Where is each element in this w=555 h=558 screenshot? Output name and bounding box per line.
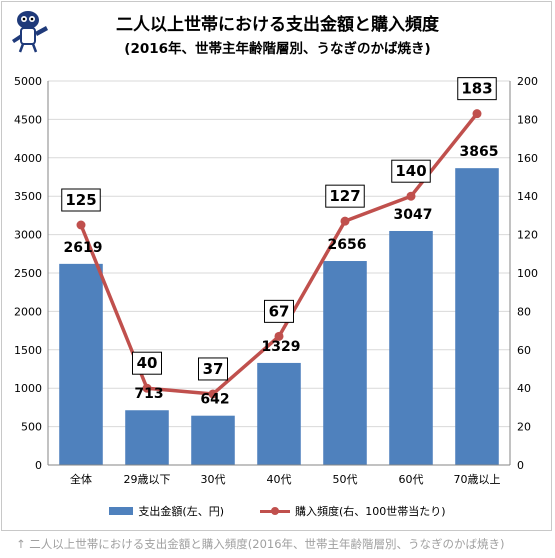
bar-value-label: 3047 bbox=[394, 207, 433, 223]
y-right-tick-label: 40 bbox=[517, 382, 531, 395]
line-value-label: 40 bbox=[137, 354, 158, 372]
y-left-tick-label: 3000 bbox=[14, 229, 42, 242]
y-left-tick-label: 500 bbox=[21, 421, 42, 434]
y-left-tick-label: 2000 bbox=[14, 305, 42, 318]
line-value-label-box bbox=[264, 299, 294, 323]
x-category-label: 30代 bbox=[201, 473, 226, 486]
line-value-label: 125 bbox=[65, 191, 96, 209]
line-value-label: 37 bbox=[203, 360, 224, 378]
line-value-label-box bbox=[61, 188, 101, 212]
mascot-character-icon bbox=[12, 11, 48, 53]
line-value-label: 67 bbox=[269, 302, 290, 320]
y-right-tick-label: 80 bbox=[517, 305, 531, 318]
y-left-tick-label: 4500 bbox=[14, 113, 42, 126]
y-right-tick-label: 0 bbox=[517, 459, 524, 472]
frequency-point bbox=[208, 389, 218, 399]
y-right-tick-label: 120 bbox=[517, 229, 538, 242]
legend-item-line: 購入頻度(右、100世帯当たり) bbox=[260, 503, 446, 519]
x-category-label: 50代 bbox=[333, 473, 358, 486]
y-right-tick-label: 100 bbox=[517, 267, 538, 280]
line-value-label: 183 bbox=[461, 80, 492, 98]
bar-value-label: 713 bbox=[134, 386, 163, 402]
bar-value-label: 642 bbox=[200, 392, 229, 408]
frequency-point bbox=[274, 331, 284, 341]
x-category-label: 40代 bbox=[267, 473, 292, 486]
line-value-label-box bbox=[457, 77, 497, 101]
bar-value-label: 2619 bbox=[64, 240, 103, 256]
x-category-label: 60代 bbox=[399, 473, 424, 486]
line-value-label-box bbox=[132, 351, 162, 375]
y-right-tick-label: 20 bbox=[517, 421, 531, 434]
y-right-tick-label: 180 bbox=[517, 113, 538, 126]
y-right-tick-label: 60 bbox=[517, 344, 531, 357]
chart-legend: 支出金額(左、円) 購入頻度(右、100世帯当たり) bbox=[0, 503, 555, 519]
combo-chart: 2619 713 642 1329 2656 3047 3865 125 40 37 67 127 14… bbox=[14, 75, 538, 486]
bar bbox=[323, 261, 367, 465]
y-right-tick-label: 140 bbox=[517, 190, 538, 203]
x-category-label: 全体 bbox=[70, 472, 92, 486]
line-value-label-box bbox=[391, 159, 431, 183]
bar bbox=[389, 230, 433, 465]
frequency-point bbox=[472, 109, 482, 119]
frequency-point bbox=[76, 220, 86, 230]
bar bbox=[257, 362, 301, 465]
bar bbox=[191, 415, 235, 465]
y-left-tick-label: 3500 bbox=[14, 190, 42, 203]
y-left-tick-label: 1000 bbox=[14, 382, 42, 395]
chart-subtitle: (2016年、世帯主年齢階層別、うなぎのかば焼き) bbox=[124, 41, 431, 57]
y-right-tick-label: 160 bbox=[517, 152, 538, 165]
y-left-tick-label: 5000 bbox=[14, 75, 42, 88]
legend-swatch-bar bbox=[109, 507, 134, 515]
y-left-tick-label: 2500 bbox=[14, 267, 42, 280]
bar bbox=[59, 263, 103, 465]
line-value-label: 140 bbox=[395, 162, 426, 180]
y-left-tick-label: 0 bbox=[35, 459, 42, 472]
y-right-tick-label: 200 bbox=[517, 75, 538, 88]
y-left-tick-label: 1500 bbox=[14, 344, 42, 357]
figure-caption: ↑ 二人以上世帯における支出金額と購入頻度(2016年、世帯主年齢階層別、うなぎ… bbox=[16, 537, 505, 551]
line-value-label-box bbox=[325, 184, 365, 208]
x-category-label: 29歳以下 bbox=[124, 473, 171, 486]
bar-value-label: 3865 bbox=[460, 144, 499, 160]
x-category-label: 70歳以上 bbox=[454, 473, 501, 486]
frequency-point bbox=[340, 216, 350, 226]
bar bbox=[455, 168, 499, 465]
y-left-tick-label: 4000 bbox=[14, 152, 42, 165]
chart-title: 二人以上世帯における支出金額と購入頻度 bbox=[116, 15, 439, 35]
legend-label-line: 購入頻度(右、100世帯当たり) bbox=[295, 505, 446, 518]
legend-label-bar: 支出金額(左、円) bbox=[138, 505, 224, 518]
bar bbox=[125, 410, 169, 465]
legend-swatch-line bbox=[260, 506, 290, 516]
frequency-point bbox=[142, 383, 152, 393]
line-value-label: 127 bbox=[329, 187, 360, 205]
bar-value-label: 2656 bbox=[328, 237, 367, 253]
frequency-point bbox=[406, 191, 416, 201]
bar-value-label: 1329 bbox=[262, 339, 301, 355]
line-value-label-box bbox=[198, 357, 228, 381]
legend-item-bar: 支出金額(左、円) bbox=[109, 503, 224, 519]
